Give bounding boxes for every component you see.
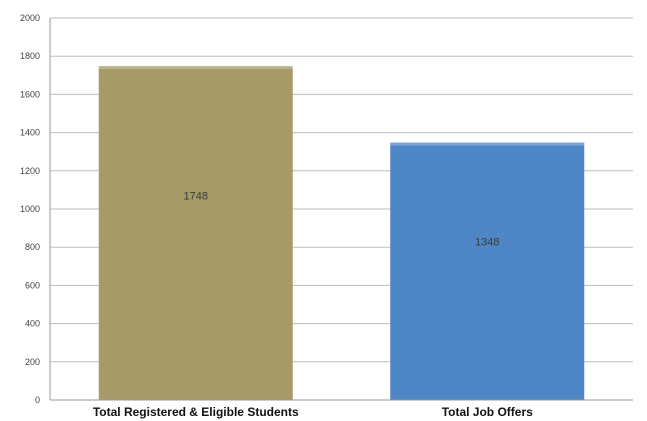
- bar-highlight: [98, 66, 293, 70]
- y-tick-label: 1600: [20, 89, 40, 99]
- x-category-label: Total Job Offers: [442, 405, 533, 419]
- bar: [390, 142, 585, 401]
- y-tick-label: 1200: [20, 166, 40, 176]
- y-tick-label: 2000: [20, 13, 40, 23]
- bar-highlight: [390, 142, 585, 146]
- x-axis: Total Registered & Eligible Students Tota…: [50, 399, 633, 419]
- y-tick-label: 1400: [20, 128, 40, 138]
- y-tick-label: 800: [25, 242, 40, 252]
- data-labels: 1748 1348: [184, 191, 500, 249]
- y-tick-label: 0: [35, 395, 40, 405]
- y-tick-label: 1000: [20, 204, 40, 214]
- y-tick-label: 600: [25, 280, 40, 290]
- bar: [98, 66, 293, 400]
- y-tick-label: 200: [25, 357, 40, 367]
- data-label: 1348: [475, 237, 499, 249]
- y-axis: 0 200 400 600 800 1000 1200 1400 1600 1800 2000: [20, 13, 51, 405]
- x-category-label: Total Registered & Eligible Students: [93, 405, 299, 419]
- y-tick-label: 400: [25, 319, 40, 329]
- data-label: 1748: [184, 191, 208, 203]
- bars: [98, 66, 585, 401]
- y-tick-label: 1800: [20, 51, 40, 61]
